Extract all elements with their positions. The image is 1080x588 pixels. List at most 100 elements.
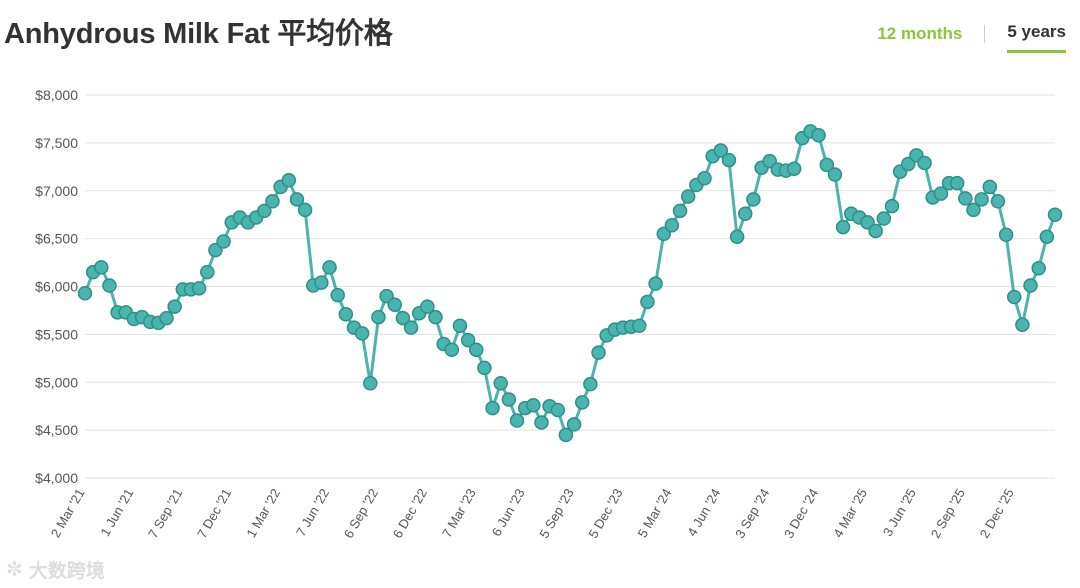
data-point[interactable] <box>314 275 329 290</box>
data-point[interactable] <box>990 194 1006 209</box>
data-point[interactable] <box>583 376 598 392</box>
data-point[interactable] <box>656 226 671 242</box>
x-tick-label: 7 Mar '23 <box>439 486 479 540</box>
data-point[interactable] <box>966 202 981 218</box>
data-point[interactable] <box>444 342 460 357</box>
data-point[interactable] <box>102 278 117 293</box>
data-point[interactable] <box>632 318 647 334</box>
data-point[interactable] <box>746 192 761 207</box>
x-tick-label: 6 Jun '23 <box>489 486 528 539</box>
data-point[interactable] <box>917 155 932 171</box>
data-point[interactable] <box>420 299 435 314</box>
tab-5-years[interactable]: 5 years <box>1007 22 1066 53</box>
data-point[interactable] <box>387 297 402 312</box>
x-tick-label: 4 Mar '25 <box>830 486 870 540</box>
data-point[interactable] <box>640 294 655 310</box>
x-tick-label: 7 Jun '22 <box>293 486 332 539</box>
data-point[interactable] <box>721 152 737 168</box>
data-point[interactable] <box>550 402 566 418</box>
data-point[interactable] <box>191 281 207 296</box>
data-point[interactable] <box>534 415 549 430</box>
y-axis-labels: $4,000 $4,500 $5,000 $5,500 $6,000 $6,500 $7,0… <box>35 87 78 486</box>
data-point[interactable] <box>363 375 378 391</box>
data-point[interactable] <box>159 310 174 326</box>
data-point[interactable] <box>860 215 875 230</box>
y-tick-label: $5,000 <box>35 374 78 390</box>
data-point[interactable] <box>729 229 745 244</box>
data-point[interactable] <box>868 223 883 239</box>
x-tick-label: 5 Mar '24 <box>635 486 675 540</box>
data-point[interactable] <box>265 194 280 209</box>
data-point[interactable] <box>493 375 508 391</box>
data-point[interactable] <box>949 175 965 191</box>
data-point[interactable] <box>1031 261 1046 276</box>
y-tick-label: $4,500 <box>35 422 78 438</box>
data-point[interactable] <box>452 318 468 334</box>
data-point[interactable] <box>395 310 411 326</box>
data-point[interactable] <box>354 326 370 341</box>
data-point[interactable] <box>819 157 835 173</box>
data-point[interactable] <box>558 427 574 443</box>
data-point[interactable] <box>379 288 394 304</box>
data-point[interactable] <box>811 127 826 143</box>
data-point[interactable] <box>1039 229 1055 244</box>
data-point[interactable] <box>933 186 949 201</box>
data-point[interactable] <box>526 397 541 413</box>
data-point[interactable] <box>664 217 680 233</box>
data-point[interactable] <box>672 203 688 219</box>
data-point[interactable] <box>469 342 484 357</box>
data-point[interactable] <box>958 191 973 206</box>
data-point[interactable] <box>876 211 892 226</box>
data-point[interactable] <box>477 360 492 376</box>
x-tick-label: 3 Jun '25 <box>880 486 919 539</box>
data-point[interactable] <box>322 260 337 275</box>
data-point[interactable] <box>371 309 386 325</box>
data-point[interactable] <box>1015 317 1030 333</box>
data-point[interactable] <box>827 167 843 182</box>
data-point[interactable] <box>998 227 1014 243</box>
data-point[interactable] <box>762 153 777 169</box>
data-point[interactable] <box>1047 207 1063 222</box>
data-point[interactable] <box>338 307 354 322</box>
data-point[interactable] <box>713 143 729 158</box>
data-point[interactable] <box>501 392 517 407</box>
data-point[interactable] <box>738 206 753 221</box>
data-point[interactable] <box>1023 278 1038 293</box>
y-tick-label: $7,000 <box>35 183 78 199</box>
data-point[interactable] <box>289 192 305 207</box>
data-point[interactable] <box>697 171 712 186</box>
data-point[interactable] <box>1006 289 1022 305</box>
data-point[interactable] <box>200 264 215 280</box>
data-point[interactable] <box>786 161 802 176</box>
data-point[interactable] <box>982 179 998 195</box>
data-point[interactable] <box>974 192 989 207</box>
data-point[interactable] <box>566 417 582 432</box>
x-tick-label: 5 Sep '23 <box>536 486 576 541</box>
data-point[interactable] <box>648 276 663 291</box>
data-point[interactable] <box>330 287 345 303</box>
x-tick-label: 2 Sep '25 <box>928 486 968 541</box>
data-point[interactable] <box>297 202 313 218</box>
data-point[interactable] <box>884 198 900 214</box>
data-point[interactable] <box>167 299 182 314</box>
data-point[interactable] <box>901 156 916 172</box>
x-tick-label: 6 Sep '22 <box>341 486 381 541</box>
data-point[interactable] <box>460 332 476 348</box>
data-point[interactable] <box>509 413 525 428</box>
data-point[interactable] <box>94 260 109 275</box>
data-point[interactable] <box>835 219 851 235</box>
tab-12-months[interactable]: 12 months <box>877 23 963 43</box>
data-point[interactable] <box>208 242 223 258</box>
data-point[interactable] <box>403 320 419 335</box>
data-point[interactable] <box>574 395 590 410</box>
data-point[interactable] <box>680 189 696 204</box>
data-point[interactable] <box>281 172 297 188</box>
data-point[interactable] <box>216 234 231 249</box>
data-point[interactable] <box>428 309 443 325</box>
x-tick-label: 3 Sep '24 <box>732 486 772 541</box>
data-point[interactable] <box>77 285 93 301</box>
data-point[interactable] <box>485 400 500 416</box>
data-point[interactable] <box>257 203 272 219</box>
data-point[interactable] <box>591 345 606 360</box>
